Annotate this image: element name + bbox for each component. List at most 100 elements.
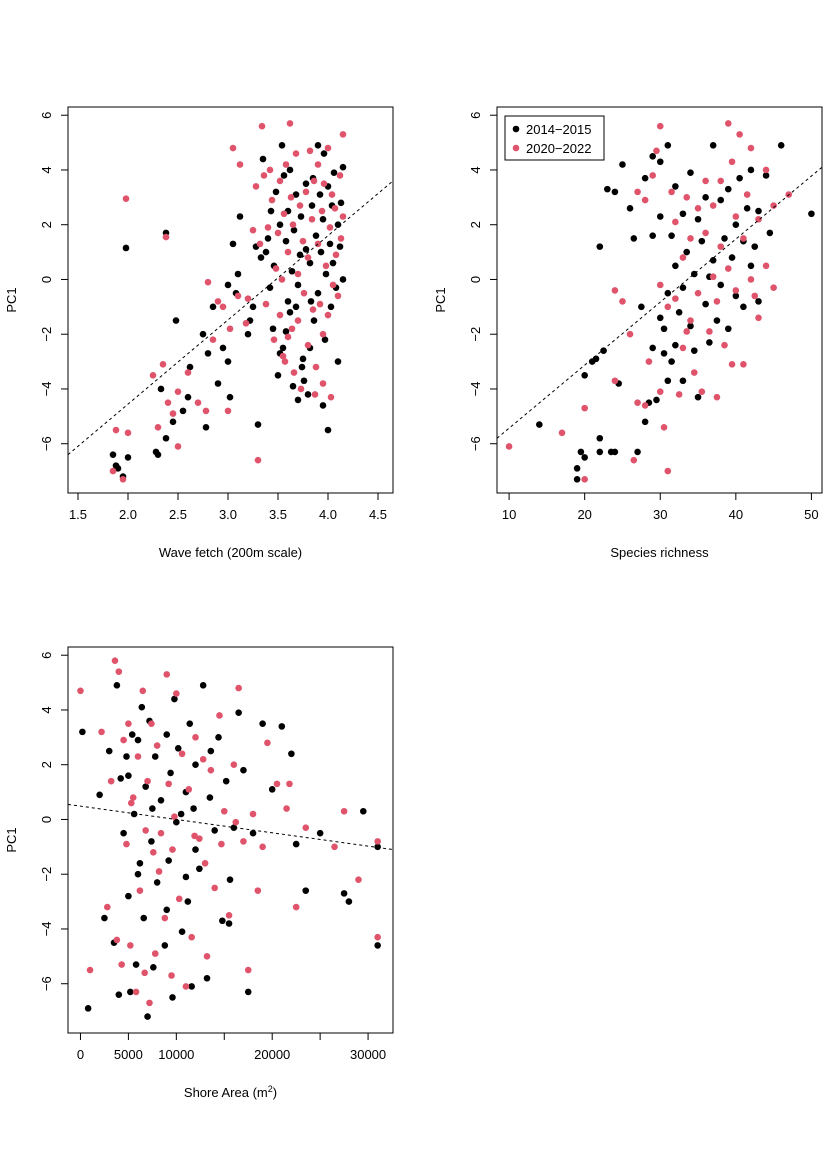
data-point xyxy=(717,177,725,185)
data-point xyxy=(331,204,339,212)
data-point xyxy=(123,840,130,848)
data-point xyxy=(179,407,187,415)
x-axis-title: Wave fetch (200m scale) xyxy=(159,545,302,560)
data-point xyxy=(280,172,288,179)
data-point xyxy=(203,953,211,960)
data-point xyxy=(284,248,292,256)
data-point xyxy=(747,144,755,152)
x-axis: 10 20 30 40 50 xyxy=(502,493,819,522)
data-point xyxy=(286,780,293,788)
data-point xyxy=(329,281,337,289)
data-point xyxy=(536,421,543,428)
data-point xyxy=(259,720,266,727)
data-point xyxy=(808,210,815,218)
data-point xyxy=(337,199,345,207)
data-point xyxy=(142,827,149,834)
data-point xyxy=(683,248,691,256)
data-point xyxy=(264,739,271,747)
data-point xyxy=(687,235,694,242)
data-point xyxy=(322,262,330,270)
data-point xyxy=(155,868,163,875)
data-point xyxy=(299,237,307,245)
data-point xyxy=(282,237,290,245)
data-point xyxy=(321,336,329,343)
data-point xyxy=(308,215,316,223)
data-point xyxy=(687,317,694,324)
data-point xyxy=(645,358,653,365)
plot-area xyxy=(68,120,393,483)
data-point xyxy=(204,278,212,286)
data-point xyxy=(310,177,318,185)
x-axis-title: Shore Area (m2) xyxy=(184,1084,277,1100)
data-point xyxy=(214,380,222,387)
data-point xyxy=(577,448,585,456)
series-2014-2015 xyxy=(109,142,347,480)
data-point xyxy=(314,289,322,297)
data-point xyxy=(191,832,198,840)
data-point xyxy=(184,898,192,905)
fit-line xyxy=(497,166,822,439)
data-point xyxy=(319,215,327,223)
data-point xyxy=(687,322,694,330)
data-point xyxy=(174,443,182,450)
data-point xyxy=(702,300,709,308)
data-point xyxy=(690,369,698,376)
data-point xyxy=(270,336,278,343)
data-point xyxy=(340,807,348,815)
data-point xyxy=(244,988,252,996)
data-point xyxy=(249,829,257,837)
series-2020-2022 xyxy=(109,120,347,483)
data-point xyxy=(717,281,725,289)
panel-1: 1.5 2.0 2.5 3.0 3.5 4.0 4.5 −6 −4 −2 0 2 4 6 Wave fetc… xyxy=(4,106,394,560)
data-point xyxy=(355,876,362,883)
data-point xyxy=(249,810,257,818)
legend-label: 2014−2015 xyxy=(526,122,591,137)
x-tick-label: 30 xyxy=(653,507,667,522)
data-point xyxy=(619,161,626,168)
data-point xyxy=(770,202,777,209)
data-point xyxy=(319,380,327,387)
data-point xyxy=(296,251,304,259)
data-point xyxy=(339,213,347,220)
data-point xyxy=(214,298,222,305)
data-point xyxy=(324,311,332,319)
data-point xyxy=(319,330,327,338)
y-tick-label: 6 xyxy=(468,112,483,119)
data-point xyxy=(259,843,266,851)
data-point xyxy=(296,202,304,209)
data-point xyxy=(109,451,117,458)
data-point xyxy=(229,240,237,248)
data-point xyxy=(140,914,148,922)
legend-box xyxy=(504,115,605,161)
data-point xyxy=(268,196,276,204)
data-point xyxy=(641,196,649,204)
data-point xyxy=(732,213,740,220)
data-point xyxy=(702,229,709,237)
data-point xyxy=(236,161,244,168)
data-point xyxy=(254,421,262,428)
data-point xyxy=(202,407,210,415)
data-point xyxy=(679,344,687,352)
x-tick-label: 1.5 xyxy=(69,507,87,522)
data-point xyxy=(724,120,732,127)
data-point xyxy=(169,846,176,853)
data-point xyxy=(226,325,234,333)
data-point xyxy=(709,142,717,149)
data-point xyxy=(724,185,732,193)
data-point xyxy=(125,720,132,727)
data-point xyxy=(134,736,142,744)
y-tick-label: 0 xyxy=(39,276,54,283)
data-point xyxy=(706,328,713,335)
data-point xyxy=(159,361,167,368)
data-point xyxy=(123,753,130,760)
data-point xyxy=(224,358,232,365)
data-point xyxy=(115,991,123,998)
data-point xyxy=(672,218,679,226)
data-point xyxy=(292,150,300,157)
data-point xyxy=(149,805,156,812)
data-point xyxy=(219,303,227,311)
data-point xyxy=(236,213,244,220)
data-point xyxy=(581,371,588,379)
data-point xyxy=(286,166,294,174)
